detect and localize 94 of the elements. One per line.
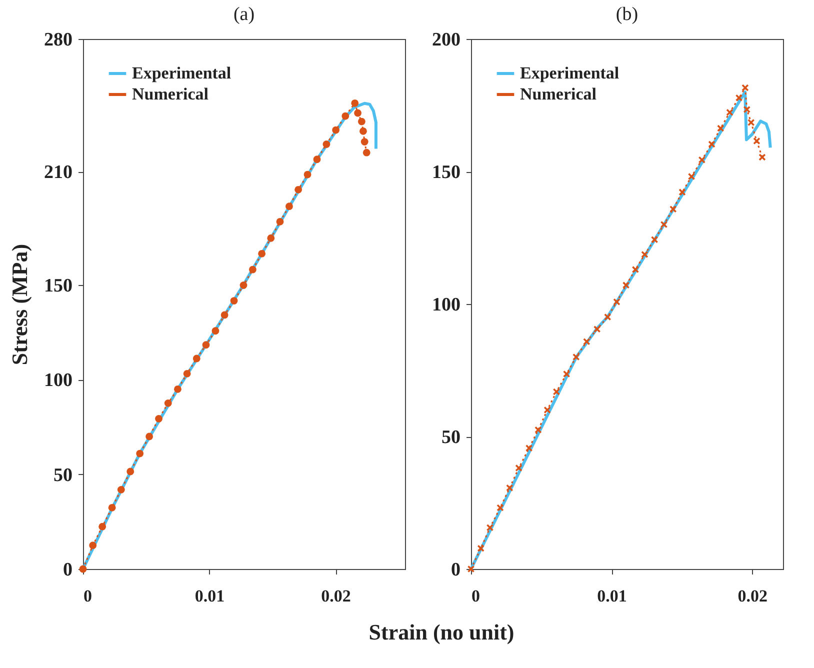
point [342, 112, 350, 120]
x-tick-label: 0 [84, 586, 92, 606]
point [332, 126, 340, 134]
point [174, 385, 182, 393]
point [286, 202, 293, 210]
point [230, 297, 238, 304]
chart-title: (b) [616, 4, 638, 25]
point [126, 468, 134, 476]
point [506, 484, 514, 492]
point [544, 406, 551, 414]
point [202, 341, 210, 349]
point [212, 327, 220, 335]
point [698, 156, 706, 164]
point [322, 140, 330, 148]
point [220, 311, 228, 319]
y-tick-label: 50 [54, 464, 72, 486]
legend-label: Experimental [132, 64, 232, 82]
y-tick-label: 50 [442, 427, 460, 448]
point [758, 154, 766, 161]
point [632, 266, 640, 274]
y-tick-label: 0 [451, 560, 460, 580]
point [735, 94, 743, 102]
point [747, 118, 755, 126]
point [660, 220, 668, 228]
legend-label: Numerical [132, 84, 209, 104]
y-tick-label: 280 [44, 30, 72, 50]
point [613, 298, 620, 306]
point [726, 108, 734, 116]
y-tick-label: 100 [432, 294, 460, 316]
point [313, 156, 321, 164]
point [593, 326, 601, 333]
x-tick-label: 0.01 [597, 586, 627, 606]
legend-label: Experimental [520, 64, 620, 82]
point [89, 542, 97, 550]
y-tick-label: 150 [44, 276, 72, 297]
point [552, 388, 560, 396]
point [678, 188, 686, 196]
point [136, 450, 144, 458]
point [108, 504, 116, 512]
point [267, 234, 275, 242]
point [525, 444, 533, 452]
point [360, 138, 368, 146]
point [562, 370, 570, 378]
point [742, 84, 749, 92]
y-tick-label: 210 [44, 162, 72, 183]
point [183, 370, 191, 378]
y-tick-label: 200 [432, 30, 460, 50]
point [641, 250, 648, 258]
point [534, 426, 542, 434]
y-tick-label: 100 [44, 370, 72, 392]
point [650, 236, 658, 244]
point [192, 354, 200, 362]
point [604, 313, 612, 321]
chart-title: (a) [233, 4, 255, 25]
point [515, 464, 522, 472]
x-tick-label: 0.02 [738, 586, 768, 606]
point [572, 353, 580, 361]
point [486, 524, 494, 532]
x-tick-label: 0.01 [194, 586, 225, 606]
point [98, 522, 106, 530]
point [155, 415, 162, 422]
x-axis-title: Strain (no unit) [368, 620, 514, 644]
point [496, 504, 504, 512]
y-tick-label: 0 [63, 560, 72, 580]
point [688, 172, 696, 180]
point [164, 399, 172, 407]
y-axis-title: Stress (MPa) [7, 244, 32, 366]
point [622, 282, 630, 289]
point [249, 266, 256, 274]
point [146, 432, 153, 440]
point [669, 205, 677, 213]
point [467, 565, 475, 573]
point [354, 109, 362, 117]
point [351, 99, 359, 107]
point [716, 124, 724, 132]
y-tick-label: 150 [432, 162, 460, 183]
x-tick-label: 0 [472, 586, 480, 606]
point [240, 282, 248, 289]
point [362, 148, 370, 156]
point [753, 137, 760, 145]
point [743, 106, 751, 114]
point [583, 338, 590, 346]
point [359, 127, 367, 135]
point [258, 250, 266, 258]
point [708, 140, 716, 148]
legend-label: Numerical [520, 84, 597, 104]
x-tick-label: 0.02 [321, 586, 351, 606]
point [117, 486, 125, 494]
point [304, 170, 312, 178]
point [358, 118, 366, 126]
point [276, 218, 284, 226]
point [477, 544, 484, 552]
point [294, 186, 302, 194]
point [79, 565, 87, 573]
